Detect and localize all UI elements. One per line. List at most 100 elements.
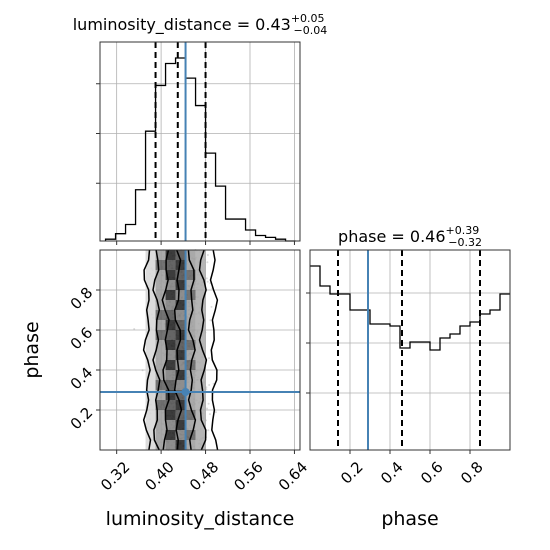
heatmap-cell (185, 340, 196, 350)
heatmap-cell (175, 280, 186, 290)
heatmap-cell (165, 310, 176, 320)
scatter-point (207, 429, 210, 432)
phase-hist-ticks (306, 292, 471, 454)
heatmap-cell (155, 410, 166, 420)
heatmap-cell (175, 430, 186, 440)
heatmap-cell (165, 420, 176, 430)
heatmap-cell (155, 400, 166, 410)
heatmap-cell (195, 300, 206, 310)
scatter-point (209, 319, 212, 322)
heatmap-cell (195, 310, 206, 320)
heatmap-cell (175, 340, 186, 350)
heatmap-cell (175, 290, 186, 300)
heatmap-cell (175, 320, 186, 330)
heatmap-cell (145, 390, 156, 400)
phase-title-text: phase = 0.46 (338, 227, 445, 246)
heatmap-cell (145, 290, 156, 300)
heatmap-cell (175, 300, 186, 310)
heatmap-cell (145, 350, 156, 360)
heatmap-cell (185, 260, 196, 270)
scatter-point (206, 261, 209, 264)
ld-xtick-label-0: 0.32 (97, 458, 133, 494)
heatmap-cell (165, 260, 176, 270)
heatmap-cell (165, 250, 176, 260)
heatmap-cell (145, 420, 156, 430)
heatmap-cell (155, 320, 166, 330)
luminosity-distance-hist-frame (99, 41, 301, 242)
contour-line-0 (142, 249, 152, 451)
ld-xtick-label-2: 0.48 (186, 458, 222, 494)
scatter-point (208, 413, 211, 416)
heatmap-cell (185, 300, 196, 310)
heatmap-cell (195, 440, 206, 450)
heatmap-cell (195, 250, 206, 260)
heatmap-cell (155, 370, 166, 380)
heatmap-cell (145, 340, 156, 350)
joint-density-panel (96, 249, 301, 454)
scatter-point (205, 277, 208, 280)
luminosity-distance-title-text: luminosity_distance = 0.43 (73, 15, 291, 35)
heatmap-cell (145, 330, 156, 340)
heatmap-cell (155, 430, 166, 440)
heatmap-cell (175, 350, 186, 360)
scatter-point (205, 386, 208, 389)
heatmap-cell (195, 290, 206, 300)
heatmap-cell (165, 440, 176, 450)
phase-ytick-label-1: 0.4 (67, 364, 97, 394)
joint-truth-marker (181, 388, 190, 396)
ld-xtick-label-4: 0.64 (275, 458, 311, 494)
heatmap-cell (155, 250, 166, 260)
phase-x-tick-labels: 0.2 0.4 0.6 0.8 (337, 458, 487, 488)
heatmap-cell (145, 410, 156, 420)
scatter-point (206, 254, 209, 256)
contour-line-1 (152, 249, 161, 451)
heatmap-cell (195, 320, 206, 330)
heatmap-cell (175, 260, 186, 270)
heatmap-cell (165, 410, 176, 420)
heatmap-cell (145, 430, 156, 440)
scatter-point (207, 402, 210, 405)
luminosity-distance-hist-grid (100, 42, 300, 241)
heatmap-cell (145, 440, 156, 450)
heatmap-cell (145, 280, 156, 290)
heatmap-cell (165, 380, 176, 390)
ld-hist-step-line (104, 57, 296, 242)
scatter-point (205, 388, 208, 391)
phase-hist-step-line (310, 265, 510, 351)
heatmap-cell (195, 380, 206, 390)
phase-xtick-label-0: 0.2 (337, 458, 367, 488)
phase-hist-steps (310, 265, 510, 351)
phase-xtick-label-3: 0.8 (457, 458, 487, 488)
heatmap-cell (165, 300, 176, 310)
scatter-point (206, 280, 209, 283)
heatmap-cell (175, 410, 186, 420)
heatmap-cell (195, 370, 206, 380)
heatmap-cell (165, 280, 176, 290)
phase-y-tick-labels: 0.2 0.4 0.6 0.8 (67, 284, 97, 434)
heatmap-cell (185, 250, 196, 260)
phase-xtick-label-1: 0.4 (377, 458, 407, 488)
ld-xtick-label-1: 0.40 (142, 458, 178, 494)
phase-ytick-label-0: 0.2 (67, 404, 97, 434)
heatmap-cell (185, 320, 196, 330)
heatmap-cell (155, 330, 166, 340)
phase-hist-frame (309, 249, 511, 451)
heatmap-cell (155, 380, 166, 390)
heatmap-cell (175, 310, 186, 320)
heatmap-cell (175, 390, 186, 400)
phase-title-upper: +0.39 (446, 224, 480, 237)
scatter-point (206, 407, 208, 410)
heatmap-cell (165, 330, 176, 340)
heatmap-cell (145, 370, 156, 380)
heatmap-cell (165, 270, 176, 280)
luminosity-distance-title-upper: +0.05 (291, 12, 325, 25)
joint-density-contours (142, 249, 219, 451)
heatmap-cell (195, 430, 206, 440)
heatmap-cell (195, 350, 206, 360)
heatmap-cell (195, 420, 206, 430)
heatmap-cell (165, 400, 176, 410)
heatmap-cell (155, 340, 166, 350)
phase-title: phase = 0.46+0.39 −0.32 (338, 224, 482, 249)
heatmap-cell (155, 300, 166, 310)
joint-density-truth-lines (100, 250, 300, 450)
